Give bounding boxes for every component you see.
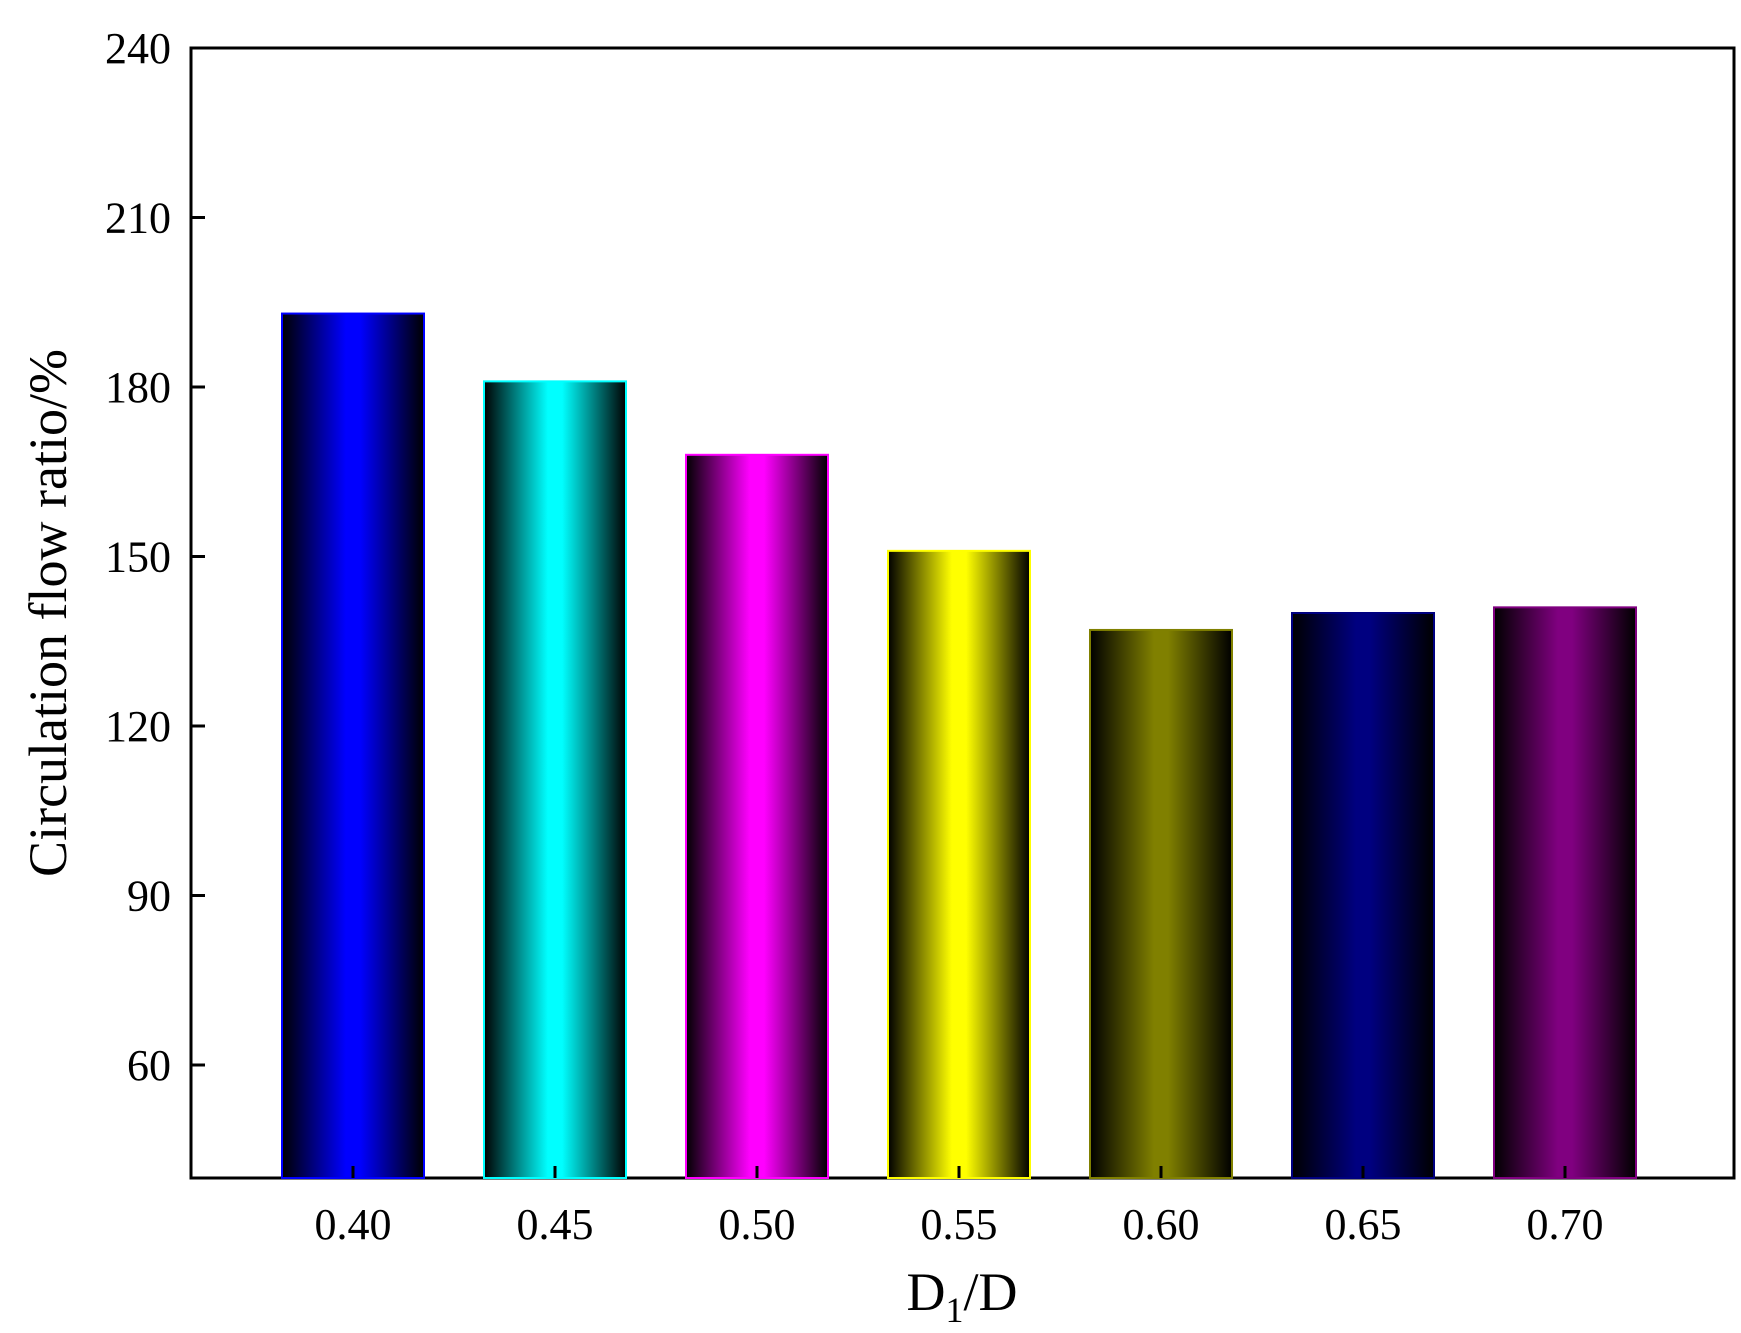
bar-0.70 [1493,606,1637,1179]
x-tick-label: 0.45 [517,1200,594,1249]
x-axis-title: D1/D [907,1262,1018,1330]
x-axis-title-subscript: 1 [946,1290,964,1330]
x-tick-label: 0.40 [315,1200,392,1249]
y-axis-title: Circulation flow ratio/% [18,349,78,877]
y-tick-label: 60 [127,1041,171,1090]
y-tick-label: 90 [127,872,171,921]
bar-0.60 [1089,628,1233,1179]
x-tick-label: 0.55 [921,1200,998,1249]
y-tick-label: 180 [105,363,171,412]
bar-0.55 [887,549,1031,1179]
y-axis-ticks: 60 90 120 150 180 210 240 [105,24,205,1090]
bar-0.50 [685,453,829,1179]
x-axis-ticks: 0.40 0.45 0.50 0.55 0.60 0.65 0.70 [315,1166,1604,1249]
bar-0.40 [281,312,425,1179]
x-tick-label: 0.50 [719,1200,796,1249]
y-tick-label: 120 [105,702,171,751]
y-tick-label: 150 [105,533,171,582]
bars-group [281,312,1637,1180]
x-tick-label: 0.70 [1527,1200,1604,1249]
y-tick-label: 210 [105,194,171,243]
x-tick-label: 0.60 [1123,1200,1200,1249]
bar-0.45 [483,380,627,1180]
x-tick-label: 0.65 [1325,1200,1402,1249]
bar-0.65 [1291,612,1435,1179]
y-tick-label: 240 [105,24,171,73]
x-axis-title-main: D [907,1262,946,1322]
x-axis-title-tail: /D [964,1262,1018,1322]
